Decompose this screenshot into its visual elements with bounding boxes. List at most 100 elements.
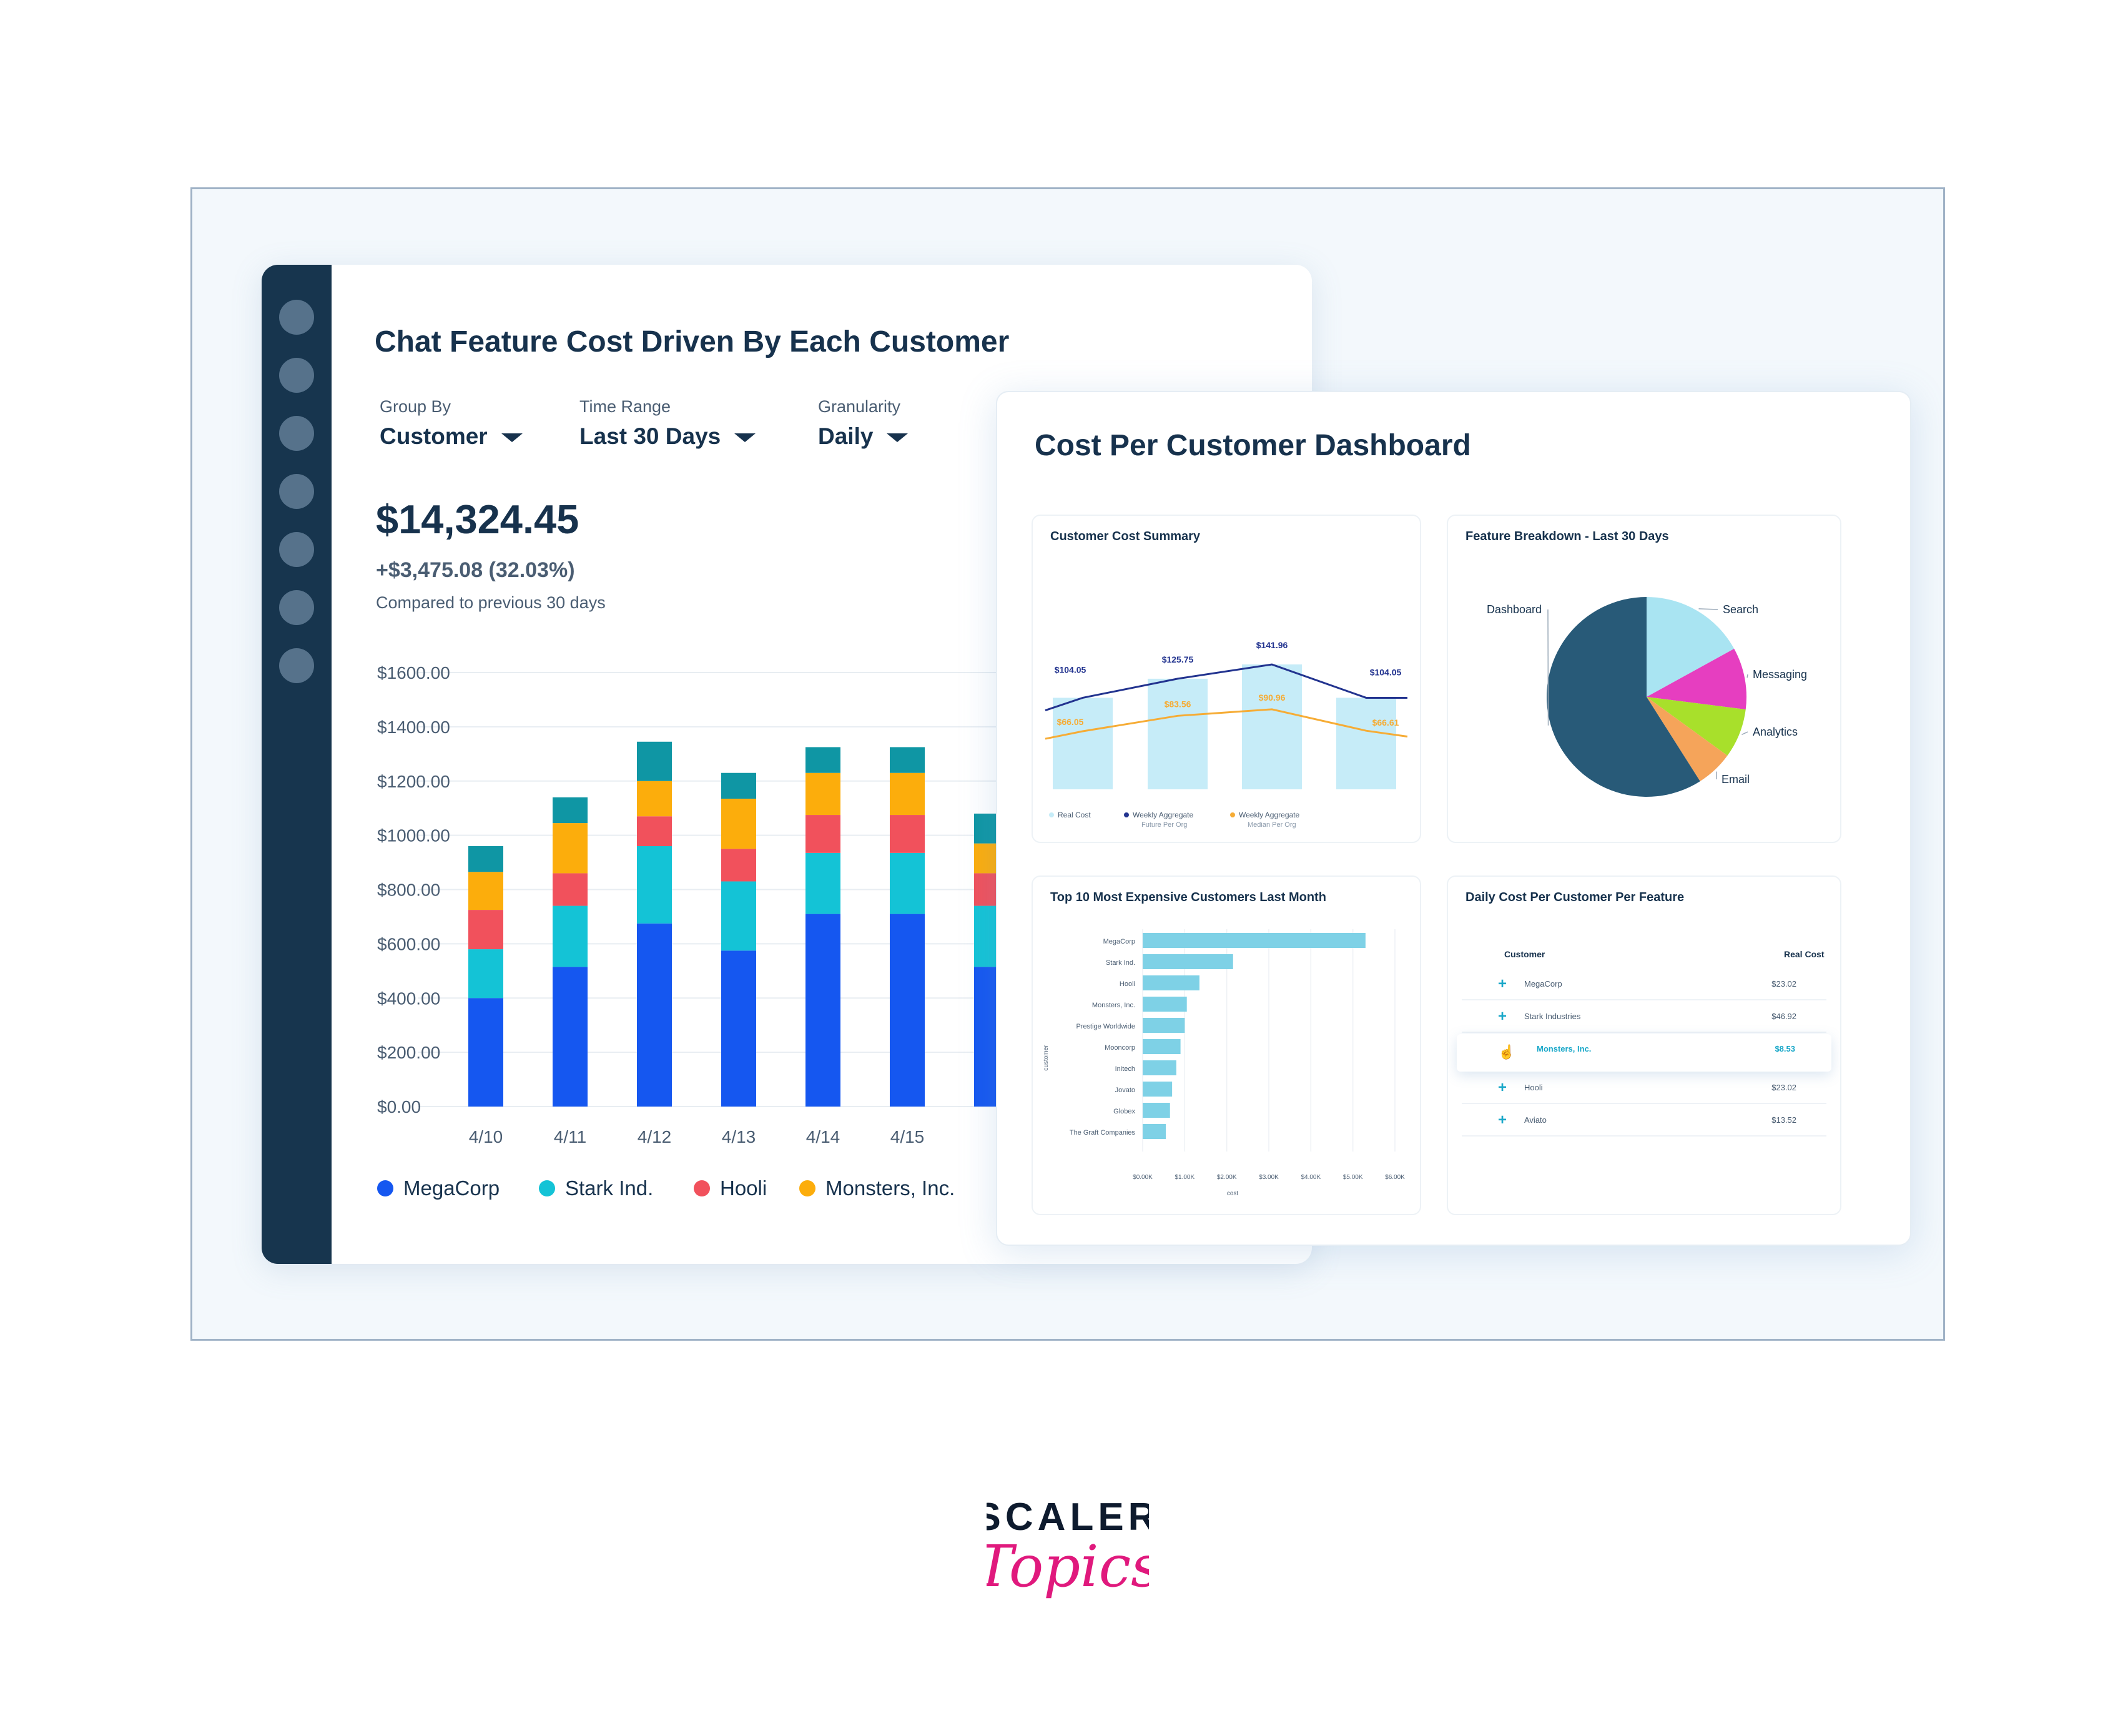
leader-line [1741, 731, 1748, 736]
y-tick-label: $0.00 [377, 1097, 421, 1117]
legend-swatch [694, 1180, 710, 1196]
time-range-label: Time Range [579, 397, 671, 416]
table-row[interactable]: + Hooli $23.02 [1462, 1075, 1826, 1104]
bar [1143, 954, 1233, 969]
granularity-label: Granularity [818, 397, 901, 416]
chevron-down-icon [501, 433, 523, 443]
bar [1143, 1082, 1173, 1097]
bar [1143, 1039, 1181, 1054]
legend-swatch [1230, 812, 1235, 817]
cost-delta: +$3,475.08 (32.03%) [376, 558, 575, 582]
leader-line [1547, 609, 1549, 726]
bar [1143, 997, 1187, 1012]
sidebar-nav-dot[interactable] [279, 300, 314, 335]
legend-swatch [377, 1180, 393, 1196]
bar-segment [468, 846, 503, 872]
y-tick-label: Initech [1115, 1065, 1135, 1073]
bar-segment [637, 741, 672, 781]
bar-segment [721, 798, 756, 849]
top10-customers-panel: Top 10 Most Expensive Customers Last Mon… [1032, 875, 1421, 1215]
x-axis-label: cost [1227, 1190, 1239, 1197]
table-row[interactable]: + Stark Industries $46.92 [1462, 1004, 1826, 1033]
bar [1143, 1060, 1176, 1075]
sidebar-nav-dot[interactable] [279, 590, 314, 625]
x-tick-label: 4/12 [638, 1127, 672, 1147]
y-tick-label: Hooli [1120, 980, 1135, 988]
bar-segment [721, 881, 756, 951]
chevron-down-icon [887, 433, 909, 443]
sidebar-nav-dot[interactable] [279, 648, 314, 683]
sidebar-nav-dot[interactable] [279, 474, 314, 509]
bar [1143, 933, 1366, 948]
expand-plus-icon[interactable]: + [1498, 1008, 1507, 1025]
pie-slice [1647, 648, 1746, 710]
legend-sublabel: Future Per Org [1141, 821, 1187, 829]
legend-swatch [799, 1180, 815, 1196]
bar-segment [468, 998, 503, 1107]
group-by-dropdown[interactable]: Customer [380, 423, 523, 450]
y-tick-label: Mooncorp [1105, 1044, 1135, 1052]
x-tick-label: $6.00K [1385, 1174, 1405, 1181]
x-tick-label: $1.00K [1175, 1174, 1194, 1181]
real-cost-bar [1053, 698, 1113, 789]
table-row[interactable]: + Aviato $13.52 [1462, 1108, 1826, 1137]
legend-label: Monsters, Inc. [825, 1176, 955, 1200]
legend-item-megacorp: MegaCorp [377, 1176, 500, 1200]
bar-segment [890, 747, 925, 773]
bar [1143, 1124, 1166, 1139]
customer-cost-summary-panel: Customer Cost Summary $104.05 $125.75 $141… [1032, 515, 1421, 843]
pie-slice [1647, 597, 1735, 697]
x-tick-label: $4.00K [1301, 1174, 1321, 1181]
sidebar-nav-dot[interactable] [279, 532, 314, 567]
y-tick-label: $600.00 [377, 934, 440, 954]
stacked-bar-chart: $1600.00 $1400.00 $1200.00 $1000.00 $800.00 $… [377, 663, 1286, 1147]
feature-breakdown-panel: Feature Breakdown - Last 30 Days Search M… [1447, 515, 1841, 843]
table-row[interactable]: ☝ Monsters, Inc. $8.53 [1457, 1034, 1831, 1072]
granularity-dropdown[interactable]: Daily [818, 423, 909, 450]
customer-name: Monsters, Inc. [1537, 1044, 1592, 1053]
time-range-dropdown[interactable]: Last 30 Days [579, 423, 756, 450]
bar-segment [637, 816, 672, 846]
legend-label: Weekly Aggregate [1239, 811, 1299, 819]
real-cost-bar [1242, 664, 1302, 789]
feature-pie-chart: Search Messaging Analytics Email Dashboard [1487, 597, 1807, 797]
compare-caption: Compared to previous 30 days [376, 593, 606, 612]
sidebar-nav-dot[interactable] [279, 358, 314, 393]
slice-label: Email [1722, 773, 1750, 786]
column-header-customer: Customer [1504, 949, 1545, 959]
bar-segment [805, 914, 840, 1107]
cost-value: $46.92 [1771, 1012, 1796, 1021]
legend-label: MegaCorp [403, 1176, 500, 1200]
customer-name: Stark Industries [1524, 1012, 1581, 1021]
panel-title: Daily Cost Per Customer Per Feature [1465, 890, 1685, 904]
expand-plus-icon[interactable]: + [1498, 1112, 1507, 1128]
median-aggregate-line [1045, 708, 1408, 740]
granularity-value: Daily [818, 423, 874, 449]
card-title: Chat Feature Cost Driven By Each Custome… [375, 325, 1010, 358]
x-tick-label: $3.00K [1259, 1174, 1279, 1181]
bar-segment [805, 815, 840, 853]
y-tick-label: $800.00 [377, 880, 440, 900]
cost-value: $23.02 [1771, 1083, 1796, 1092]
bar-segment [553, 967, 588, 1107]
expand-plus-icon[interactable]: + [1498, 1079, 1507, 1096]
pie-slice [1647, 697, 1746, 756]
expand-plus-icon[interactable]: + [1498, 975, 1507, 992]
cost-value: $8.53 [1775, 1044, 1795, 1053]
bar [1143, 1103, 1170, 1118]
bar-segment [890, 852, 925, 914]
cost-value: $23.02 [1771, 979, 1796, 989]
scaler-topics-logo: SCALER Topics [987, 1496, 1149, 1600]
cursor-icon[interactable]: ☝ [1498, 1044, 1515, 1060]
slice-label: Search [1723, 603, 1758, 616]
bar-segment [805, 852, 840, 914]
y-tick-label: Stark Ind. [1106, 959, 1135, 967]
y-tick-label: Prestige Worldwide [1076, 1023, 1135, 1030]
x-tick-label: $0.00K [1133, 1174, 1153, 1181]
sidebar-nav-dot[interactable] [279, 416, 314, 451]
table-row[interactable]: + MegaCorp $23.02 [1462, 972, 1826, 1000]
legend-swatch [539, 1180, 555, 1196]
data-label: $83.56 [1165, 699, 1191, 709]
weekly-aggregate-line [1045, 663, 1407, 711]
data-label: $125.75 [1162, 654, 1194, 664]
